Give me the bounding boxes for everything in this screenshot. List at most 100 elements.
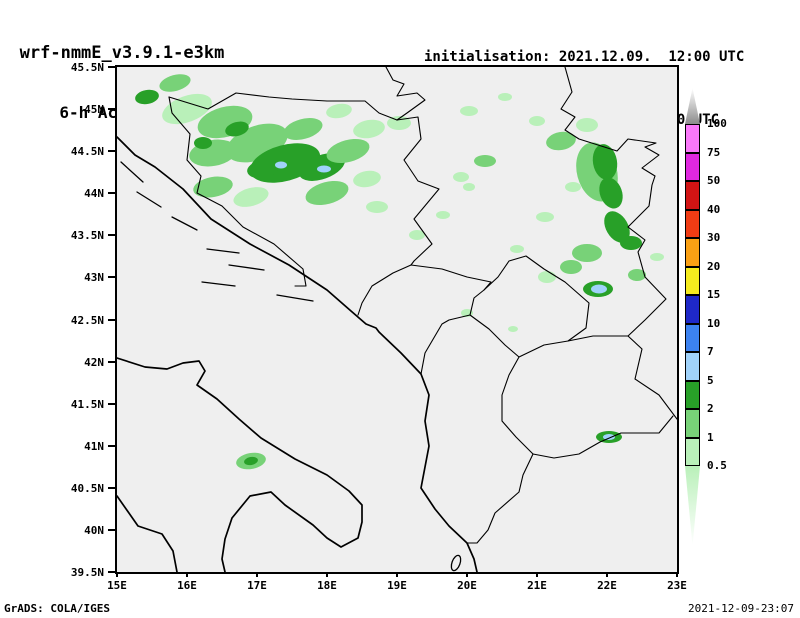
legend-band xyxy=(685,181,700,210)
precip-cell-0.5mm xyxy=(453,172,469,182)
legend-value-label: 1 xyxy=(707,430,714,444)
legend-band xyxy=(685,152,700,181)
lon-tick-mark xyxy=(256,572,258,577)
legend-band xyxy=(685,295,700,324)
lat-tick-label: 39.5N xyxy=(70,566,104,579)
lat-tick-label: 44.5N xyxy=(70,145,104,159)
precip-cell-0.5mm xyxy=(576,118,598,132)
precip-cell-2mm xyxy=(194,137,212,149)
croatia-bosnia-west-border xyxy=(168,96,307,287)
legend-value-label: 75 xyxy=(707,145,721,159)
legend-band xyxy=(685,380,700,409)
lat-tick-label: 41.5N xyxy=(70,397,104,411)
albania-macedonia-border xyxy=(501,356,534,455)
map-outlines xyxy=(117,67,677,572)
lat-tick-label: 44N xyxy=(84,187,104,201)
lon-tick-mark xyxy=(536,572,538,577)
precip-cell-1mm xyxy=(305,180,349,206)
macedonia-bulgaria-border xyxy=(627,335,677,420)
lat-tick-label: 42.5N xyxy=(70,313,104,327)
precip-cell-1mm xyxy=(628,269,646,281)
lat-tick-label: 43N xyxy=(84,271,104,285)
lon-tick-mark xyxy=(326,572,328,577)
lon-tick-mark xyxy=(396,572,398,577)
lon-tick-mark xyxy=(116,572,118,577)
precip-cell-1mm xyxy=(546,131,576,151)
legend-value-label: 2 xyxy=(707,402,714,415)
legend-over-arrow xyxy=(685,88,700,124)
latitude-axis: 45.5N 45N 44.5N 44N 43.5N 43N 42.5N 42N 41.5N 41N… xyxy=(0,61,115,579)
lon-tick-label: 16E xyxy=(177,579,197,592)
legend-band xyxy=(685,352,700,381)
legend-band xyxy=(685,323,700,352)
precip-cell-0.5mm xyxy=(529,116,545,126)
precip-cell-0.5mm xyxy=(353,119,385,139)
greece-albania-border xyxy=(466,453,534,544)
legend-value-label: 5 xyxy=(707,373,714,387)
legend-value-label: 20 xyxy=(707,259,721,273)
legend-value-label: 100 xyxy=(707,117,727,130)
croatia-serbia-border xyxy=(385,67,426,121)
lon-tick-label: 17E xyxy=(247,579,267,592)
lon-tick-label: 23E xyxy=(667,579,687,592)
precip-cell-1mm xyxy=(193,176,233,198)
lat-tick-label: 41N xyxy=(84,439,104,453)
precip-cell-1mm xyxy=(283,118,323,140)
precip-cell-5mm xyxy=(317,165,331,173)
precip-cell-0.5mm xyxy=(538,271,556,283)
lat-tick-mark xyxy=(108,318,115,321)
legend-value-label: 50 xyxy=(707,174,721,187)
legend-band xyxy=(685,209,700,238)
lon-tick-mark xyxy=(606,572,608,577)
lon-tick-label: 21E xyxy=(527,579,547,592)
bosnia-montenegro-border xyxy=(357,264,412,316)
lat-tick-label: 40N xyxy=(84,523,104,537)
legend-band xyxy=(685,238,700,267)
precip-cell-2mm xyxy=(604,211,630,243)
serbia-romania-danube-border xyxy=(560,67,660,177)
precip-cell-0.5mm xyxy=(387,116,411,130)
precip-cell-1mm xyxy=(326,138,370,164)
precip-cell-2mm xyxy=(592,144,618,180)
lat-tick-mark xyxy=(108,192,115,195)
adriatic-east-coastline xyxy=(117,136,478,572)
lon-tick-mark xyxy=(186,572,188,577)
precip-cell-2mm xyxy=(225,121,249,137)
precip-cell-0.5mm xyxy=(536,212,554,222)
lat-tick-label: 45.5N xyxy=(70,61,104,74)
precip-cell-0.5mm xyxy=(233,187,269,207)
lon-tick-label: 22E xyxy=(597,579,617,592)
precip-cell-0.5mm xyxy=(508,326,518,332)
lon-tick-label: 20E xyxy=(457,579,477,592)
precip-cell-0.5mm xyxy=(366,201,388,213)
croatian-islands xyxy=(120,161,314,302)
balkans-map xyxy=(117,67,677,572)
bosnia-north-sava-border xyxy=(168,92,398,121)
precip-cell-1mm xyxy=(572,244,602,262)
lat-tick-mark xyxy=(108,108,115,111)
precipitation-cells xyxy=(135,74,664,470)
precip-cell-0.5mm xyxy=(353,170,381,188)
precip-cell-0.5mm xyxy=(326,103,352,119)
corfu-island xyxy=(450,554,462,572)
precip-cell-2mm xyxy=(244,456,258,466)
precip-cell-2mm xyxy=(599,177,623,209)
lon-tick-label: 19E xyxy=(387,579,407,592)
lat-tick-label: 45N xyxy=(84,103,104,117)
montenegro-serbia-border xyxy=(410,264,492,291)
precip-cell-1mm xyxy=(560,260,582,274)
map-plot-area xyxy=(115,65,679,574)
lat-tick-mark xyxy=(108,444,115,447)
precip-cell-2mm xyxy=(247,159,279,179)
grads-credit: GrADS: COLA/IGES xyxy=(4,602,110,615)
lat-tick-label: 40.5N xyxy=(70,481,104,495)
precip-cell-5mm xyxy=(275,161,287,169)
lat-tick-label: 42N xyxy=(84,355,104,369)
lat-tick-mark xyxy=(108,276,115,279)
precip-cell-0.5mm xyxy=(510,245,524,253)
precip-cell-0.5mm xyxy=(650,253,664,261)
serbia-bulgaria-border xyxy=(627,175,667,337)
lat-tick-mark xyxy=(108,234,115,237)
legend-value-label: 15 xyxy=(707,288,721,301)
